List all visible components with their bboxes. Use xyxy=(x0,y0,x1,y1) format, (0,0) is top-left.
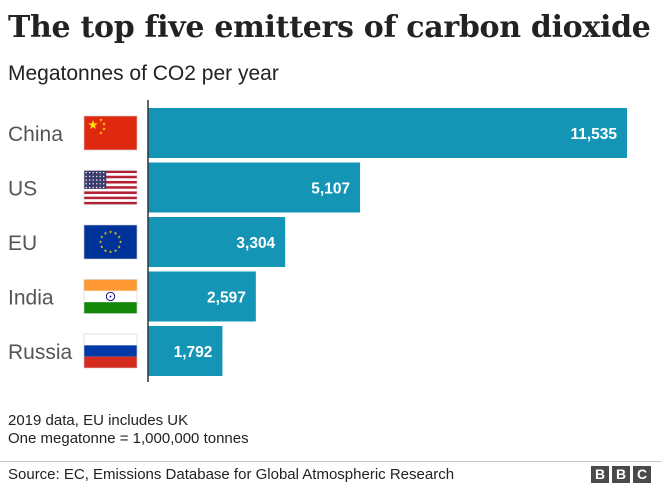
footer-divider xyxy=(0,461,661,462)
source-text: Source: EC, Emissions Database for Globa… xyxy=(8,466,455,483)
category-label: EU xyxy=(8,232,37,255)
china-flag-icon xyxy=(83,115,138,151)
india-flag-icon xyxy=(83,279,138,314)
chart-subtitle: Megatonnes of CO2 per year xyxy=(8,62,279,85)
bbc-logo-letter: B xyxy=(591,466,609,483)
note-data-year: 2019 data, EU includes UK xyxy=(8,412,189,429)
chart-notes: 2019 data, EU includes UK One megatonne … xyxy=(8,412,249,448)
bbc-logo-letter: B xyxy=(612,466,630,483)
data-label: 3,304 xyxy=(236,235,275,252)
data-label: 2,597 xyxy=(207,290,246,307)
data-label: 11,535 xyxy=(570,126,617,143)
bbc-logo: B B C xyxy=(591,466,651,483)
category-label: Russia xyxy=(8,341,73,364)
bar xyxy=(148,217,286,267)
bbc-logo-letter: C xyxy=(633,466,651,483)
bar-chart: China 11,535 US 5,107 EU 3,304 India 2,597 Russi… xyxy=(8,100,627,382)
category-label: China xyxy=(8,123,63,146)
us-flag-icon xyxy=(83,170,138,205)
bar xyxy=(148,162,361,213)
bar xyxy=(148,271,256,322)
eu-flag-icon xyxy=(83,224,138,260)
bar xyxy=(148,326,223,376)
bar xyxy=(148,108,627,158)
note-megatonne: One megatonne = 1,000,000 tonnes xyxy=(8,430,249,447)
russia-flag-icon xyxy=(83,333,138,369)
data-label: 1,792 xyxy=(174,344,213,361)
chart-title: The top five emitters of carbon dioxide xyxy=(8,10,651,45)
category-label: US xyxy=(8,178,37,201)
category-label: India xyxy=(8,287,54,310)
data-label: 5,107 xyxy=(311,181,350,198)
